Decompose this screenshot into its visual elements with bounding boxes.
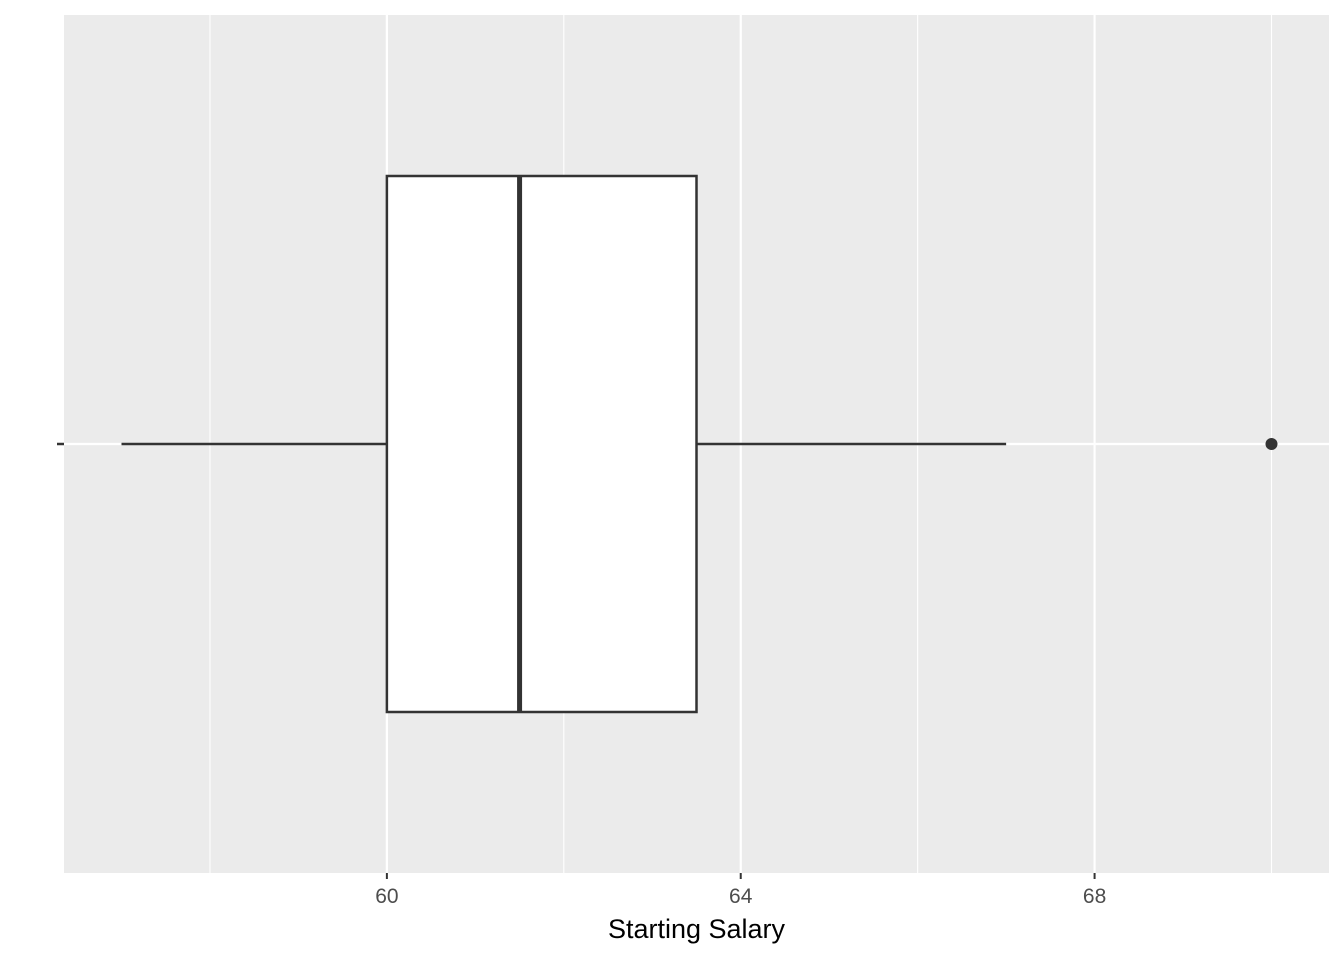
x-axis-title: Starting Salary (608, 914, 786, 944)
interquartile-box (385, 174, 698, 714)
boxplot-marks (121, 174, 1278, 714)
x-axis: 60 64 68 (375, 873, 1106, 908)
outlier-point (1265, 438, 1278, 450)
x-tick-label: 64 (729, 885, 753, 908)
x-tick-label: 60 (375, 885, 398, 908)
x-tick-label: 68 (1083, 885, 1106, 908)
